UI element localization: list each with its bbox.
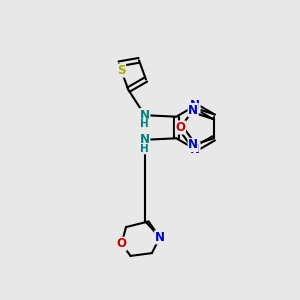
Text: N: N	[155, 231, 165, 244]
Text: N: N	[188, 103, 198, 116]
Text: O: O	[116, 237, 127, 250]
Text: N: N	[190, 142, 200, 156]
Text: N: N	[140, 133, 150, 146]
Text: H: H	[140, 119, 148, 129]
Text: S: S	[117, 64, 126, 77]
Text: N: N	[190, 99, 200, 112]
Text: N: N	[140, 109, 150, 122]
Text: H: H	[140, 144, 148, 154]
Text: N: N	[188, 139, 198, 152]
Text: O: O	[176, 121, 185, 134]
